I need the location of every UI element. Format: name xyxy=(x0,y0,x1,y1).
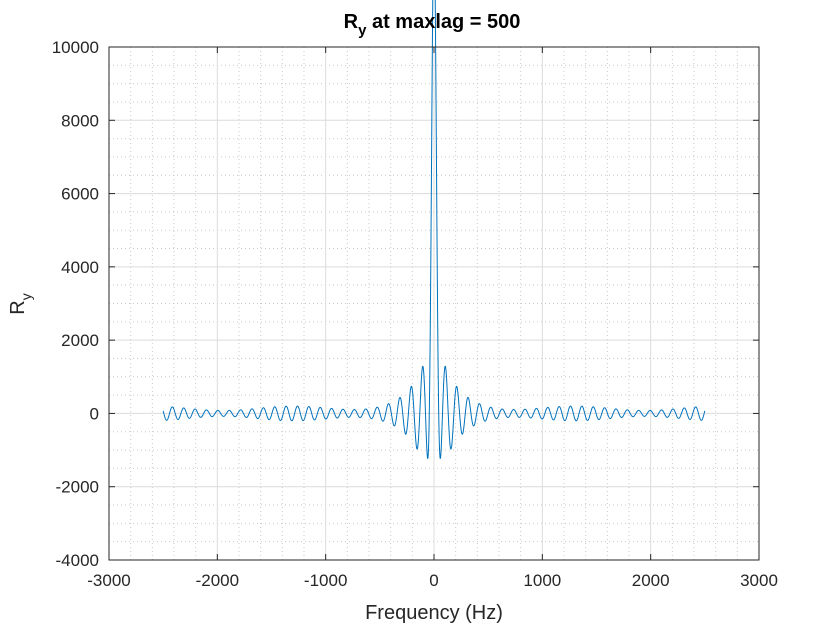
y-axis-label: Ry xyxy=(7,293,34,314)
x-tick-label: 1000 xyxy=(523,571,561,590)
y-tick-label: -4000 xyxy=(56,551,99,570)
y-tick-label: 0 xyxy=(90,404,99,423)
x-axis-label: Frequency (Hz) xyxy=(365,602,503,624)
y-tick-label: 10000 xyxy=(52,38,99,57)
x-tick-label: -2000 xyxy=(196,571,239,590)
chart-title: Ry at maxlag = 500 xyxy=(344,11,521,39)
y-tick-label: 6000 xyxy=(61,185,99,204)
x-tick-label: 0 xyxy=(429,571,438,590)
data-layer xyxy=(162,0,706,459)
y-tick-label: -2000 xyxy=(56,478,99,497)
y-tick-label: 8000 xyxy=(61,111,99,130)
y-tick-label: 4000 xyxy=(61,258,99,277)
y-tick-labels: -4000 -2000 0 2000 4000 6000 8000 10000 xyxy=(52,38,99,570)
x-tick-label: 3000 xyxy=(740,571,778,590)
x-tick-label: -3000 xyxy=(87,571,130,590)
series-line-ry xyxy=(162,0,706,459)
x-tick-label: 2000 xyxy=(632,571,670,590)
tick-marks xyxy=(108,46,760,561)
x-tick-labels: -3000 -2000 -1000 0 1000 2000 3000 xyxy=(87,571,778,590)
x-tick-label: -1000 xyxy=(304,571,347,590)
y-tick-label: 2000 xyxy=(61,331,99,350)
